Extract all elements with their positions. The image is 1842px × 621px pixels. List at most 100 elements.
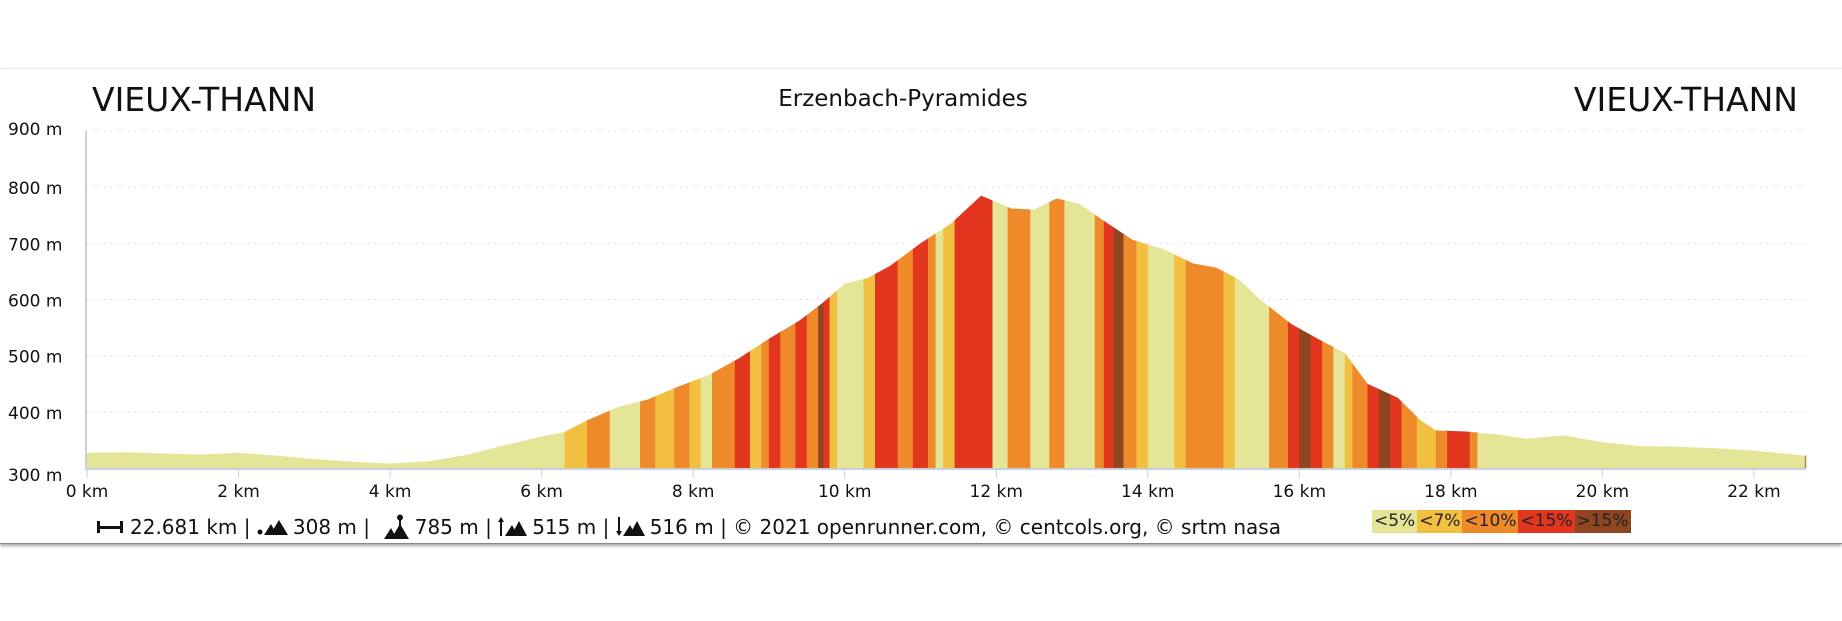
y-tick-label: 800 m bbox=[8, 179, 62, 199]
max-altitude-icon bbox=[383, 514, 409, 539]
end-location: VIEUX-THANN bbox=[1573, 80, 1798, 119]
descent-icon bbox=[615, 517, 645, 536]
slope-segment bbox=[943, 195, 956, 468]
slope-segment bbox=[818, 195, 825, 468]
slope-segment bbox=[1269, 195, 1289, 468]
slope-segment bbox=[935, 195, 944, 468]
slope-segment bbox=[1049, 195, 1066, 468]
separator: | bbox=[720, 515, 727, 539]
slope-segment bbox=[1094, 195, 1105, 468]
x-tick-label: 16 km bbox=[1273, 482, 1326, 502]
slope-segment bbox=[928, 195, 937, 468]
slope-segment bbox=[1030, 195, 1050, 468]
slope-segment bbox=[1310, 195, 1323, 468]
slope-segment bbox=[780, 195, 797, 468]
separator: | bbox=[602, 515, 610, 539]
separator: | bbox=[485, 515, 492, 539]
slope-segment bbox=[1103, 195, 1115, 468]
slope-stripes bbox=[87, 195, 1806, 468]
slope-segment bbox=[992, 195, 1009, 468]
slope-segment bbox=[912, 195, 929, 468]
slope-segment bbox=[1064, 195, 1096, 468]
slope-segment bbox=[1469, 195, 1478, 468]
slope-segment bbox=[768, 195, 781, 468]
slope-segment bbox=[1322, 195, 1335, 468]
x-tick-label: 4 km bbox=[369, 482, 412, 502]
slope-segment bbox=[674, 195, 690, 468]
x-tick-label: 14 km bbox=[1121, 482, 1174, 502]
y-tick-label: 700 m bbox=[8, 235, 62, 255]
ascent-icon bbox=[498, 517, 528, 536]
slope-segment bbox=[829, 195, 838, 468]
x-tick-label: 18 km bbox=[1424, 482, 1477, 502]
slope-segment bbox=[640, 195, 656, 468]
slope-legend: <5% <7% <10% <15% >15% bbox=[1372, 510, 1631, 533]
slope-segment bbox=[1390, 195, 1403, 468]
slope-segment bbox=[700, 195, 713, 468]
slope-segment bbox=[795, 195, 808, 468]
slope-segment bbox=[1344, 195, 1353, 468]
copyright: © 2021 openrunner.com, © centcols.org, ©… bbox=[733, 515, 1281, 539]
slope-segment bbox=[1477, 195, 1806, 468]
legend-item-lt7: <7% bbox=[1417, 510, 1463, 533]
slope-segment bbox=[1223, 195, 1236, 468]
legend-item-gt15: >15% bbox=[1574, 510, 1631, 533]
slope-segment bbox=[1299, 195, 1312, 468]
y-tick-label: 300 m bbox=[8, 466, 62, 486]
slope-segment bbox=[1234, 195, 1270, 468]
legend-item-lt15: <15% bbox=[1518, 510, 1575, 533]
descent-value: 516 m bbox=[649, 515, 714, 539]
slope-segment bbox=[761, 195, 770, 468]
slope-segment bbox=[1147, 195, 1175, 468]
route-name: Erzenbach-Pyramides bbox=[778, 86, 1028, 112]
y-tick-label: 600 m bbox=[8, 291, 62, 311]
slope-segment bbox=[1288, 195, 1300, 468]
slope-segment bbox=[837, 195, 865, 468]
y-tick-label: 900 m bbox=[8, 120, 62, 140]
x-tick-label: 20 km bbox=[1576, 482, 1629, 502]
x-tick-label: 10 km bbox=[818, 482, 871, 502]
x-tick-label: 22 km bbox=[1727, 482, 1780, 502]
slope-segment bbox=[1136, 195, 1149, 468]
x-tick-label: 6 km bbox=[520, 482, 563, 502]
separator: | bbox=[363, 515, 370, 539]
slope-segment bbox=[1378, 195, 1391, 468]
y-tick-label: 500 m bbox=[8, 348, 62, 368]
slope-segment bbox=[655, 195, 675, 468]
slope-segment bbox=[1367, 195, 1380, 468]
legend-item-lt5: <5% bbox=[1372, 510, 1418, 533]
slope-segment bbox=[875, 195, 899, 468]
legend-item-lt10: <10% bbox=[1462, 510, 1519, 533]
route-stats: 22.681 km | 308 m | 785 m | 515 m | 516 … bbox=[96, 514, 1281, 540]
slope-segment bbox=[750, 195, 762, 468]
y-tick-label: 400 m bbox=[8, 404, 62, 424]
slope-segment bbox=[806, 195, 819, 468]
slope-segment bbox=[712, 195, 736, 468]
slope-segment bbox=[954, 195, 994, 468]
slope-segment bbox=[1174, 195, 1187, 468]
separator: | bbox=[243, 515, 251, 539]
slope-segment bbox=[823, 195, 831, 468]
slope-segment bbox=[587, 195, 611, 468]
x-tick-label: 12 km bbox=[970, 482, 1023, 502]
slope-segment bbox=[1333, 195, 1346, 468]
slope-segment bbox=[863, 195, 876, 468]
slope-segment bbox=[734, 195, 751, 468]
slope-segment bbox=[1113, 195, 1125, 468]
slope-segment bbox=[1123, 195, 1137, 468]
slope-segment bbox=[1352, 195, 1369, 468]
ascent-value: 515 m bbox=[532, 515, 597, 539]
y-tick-labels: 300 m 400 m 500 m 600 m 700 m 800 m 900 m bbox=[8, 120, 62, 486]
x-tick-label: 8 km bbox=[672, 482, 715, 502]
slope-segment bbox=[609, 195, 641, 468]
distance-value: 22.681 km bbox=[130, 515, 238, 539]
slope-segment bbox=[1007, 195, 1031, 468]
min-altitude-icon bbox=[257, 520, 288, 535]
slope-segment bbox=[1401, 195, 1418, 468]
slope-segment bbox=[1185, 195, 1225, 468]
slope-segment bbox=[1447, 195, 1471, 468]
x-tick-label: 2 km bbox=[217, 482, 260, 502]
x-tick-labels: 0 km 2 km 4 km 6 km 8 km 10 km 12 km 14 km 16 km… bbox=[66, 469, 1781, 502]
max-altitude-value: 785 m bbox=[414, 515, 479, 539]
slope-segment bbox=[1416, 195, 1437, 468]
